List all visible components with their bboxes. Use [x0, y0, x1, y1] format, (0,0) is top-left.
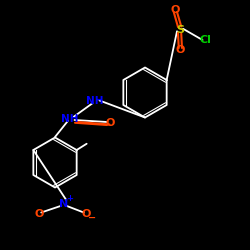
Text: S: S: [176, 25, 184, 35]
Text: O: O: [170, 5, 180, 15]
Text: +: +: [66, 194, 73, 203]
Text: N: N: [59, 199, 69, 209]
Text: O: O: [82, 209, 91, 219]
Text: O: O: [34, 209, 43, 219]
Text: Cl: Cl: [199, 35, 211, 45]
Text: NH: NH: [86, 96, 104, 106]
Text: NH: NH: [61, 114, 79, 124]
Text: −: −: [88, 213, 96, 223]
Text: O: O: [175, 45, 185, 55]
Text: O: O: [105, 118, 115, 128]
